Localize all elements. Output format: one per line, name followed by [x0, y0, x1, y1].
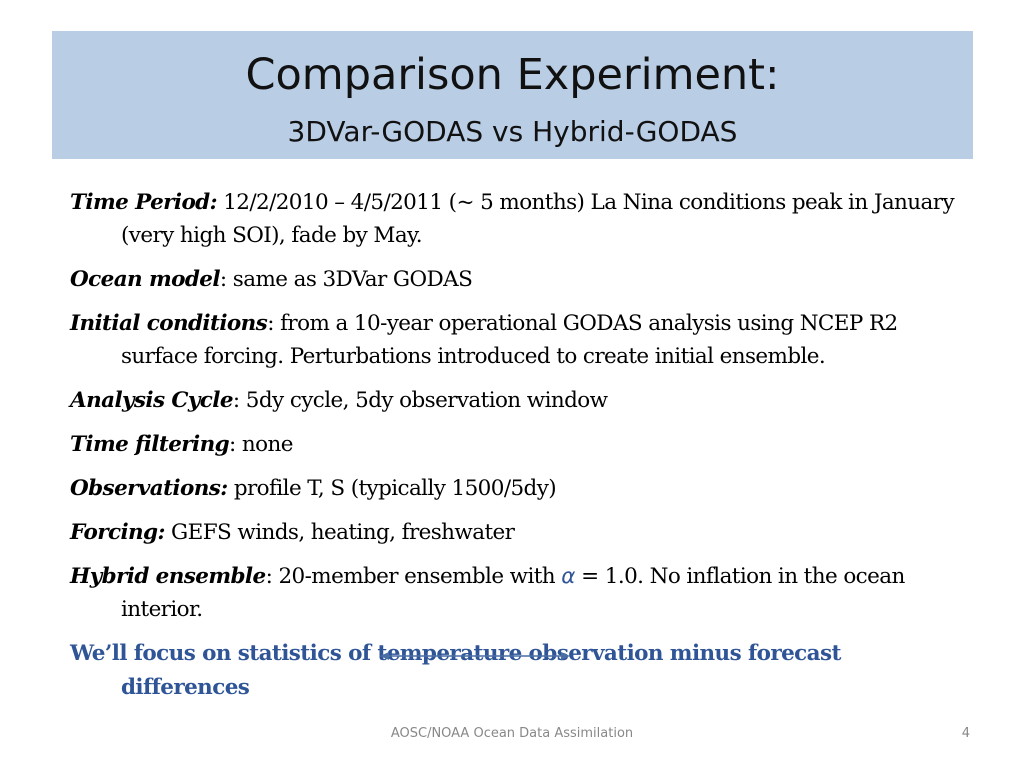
bullet-list: Time Period: 12/2/2010 – 4/5/2011 (~ 5 m…	[70, 186, 970, 716]
footer-text: AOSC/NOAA Ocean Data Assimilation	[390, 726, 634, 741]
bullet-hybrid-ensemble: Hybrid ensemble: 20-member ensemble with…	[70, 560, 970, 626]
bullet-label: Analysis Cycle	[70, 388, 234, 413]
bullet-text: profile T, S (typically 1500/5dy)	[227, 476, 557, 501]
bullet-ocean-model: Ocean model: same as 3DVar GODAS	[70, 263, 970, 296]
bullet-text: : none	[229, 432, 293, 457]
bullet-initial-conditions: Initial conditions: from a 10-year opera…	[70, 307, 970, 373]
bullet-label: Observations:	[70, 476, 228, 501]
bullet-label: Forcing:	[70, 520, 165, 545]
bullet-observations: Observations: profile T, S (typically 15…	[70, 472, 970, 505]
double-arrow-icon	[380, 652, 570, 660]
bullet-text: = 1.0. No inflation in the ocean interio…	[121, 564, 905, 622]
bullet-text: GEFS winds, heating, freshwater	[164, 520, 515, 545]
bullet-label: Hybrid ensemble	[70, 564, 266, 589]
bullet-analysis-cycle: Analysis Cycle: 5dy cycle, 5dy observati…	[70, 384, 970, 417]
bullet-time-filtering: Time filtering: none	[70, 428, 970, 461]
bullet-time-period: Time Period: 12/2/2010 – 4/5/2011 (~ 5 m…	[70, 186, 970, 252]
focus-statement: We’ll focus on statistics of temperature…	[70, 641, 841, 700]
slide-subtitle: 3DVar-GODAS vs Hybrid-GODAS	[287, 115, 738, 148]
bullet-label: Initial conditions	[70, 311, 268, 336]
title-banner: Comparison Experiment: 3DVar-GODAS vs Hy…	[52, 31, 973, 159]
bullet-text: : same as 3DVar GODAS	[219, 267, 473, 292]
bullet-text: 12/2/2010 – 4/5/2011 (~ 5 months) La Nin…	[121, 190, 955, 248]
alpha-symbol: α	[561, 564, 575, 589]
bullet-text: : 5dy cycle, 5dy observation window	[232, 388, 608, 413]
bullet-text: : from a 10-year operational GODAS analy…	[121, 311, 898, 369]
bullet-label: Ocean model	[70, 267, 221, 292]
bullet-label: Time Period:	[70, 190, 218, 215]
bullet-forcing: Forcing: GEFS winds, heating, freshwater	[70, 516, 970, 549]
slide-title: Comparison Experiment:	[245, 50, 780, 100]
page-number: 4	[961, 726, 970, 741]
bullet-label: Time filtering	[70, 432, 230, 457]
bullet-text: : 20-member ensemble with	[265, 564, 562, 589]
